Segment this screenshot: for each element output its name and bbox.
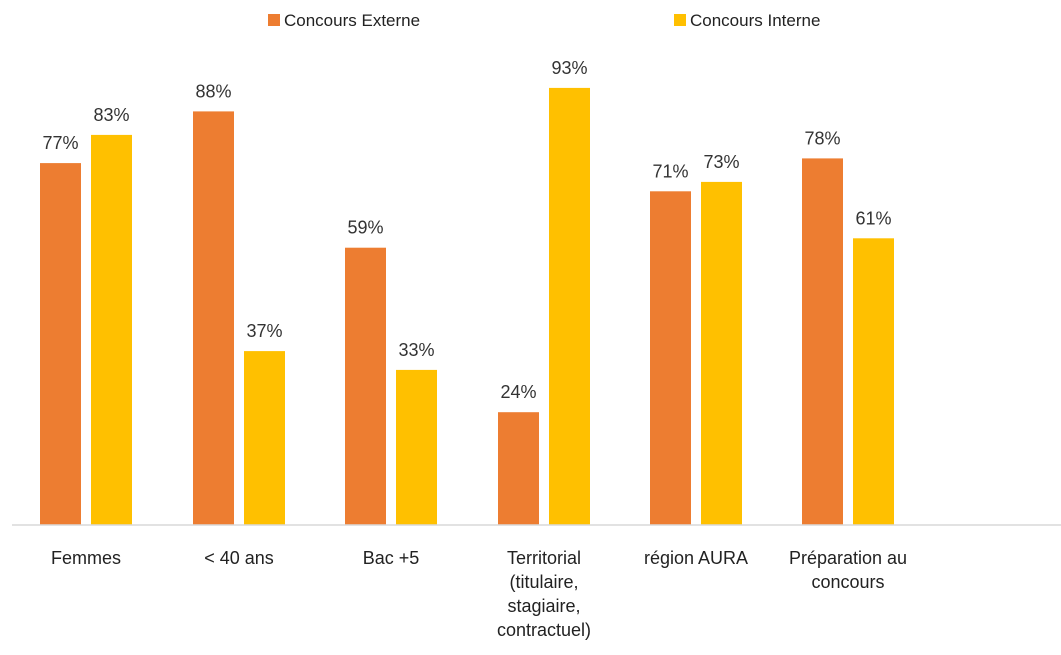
category-label-2-line-1: < 40 ans bbox=[204, 548, 274, 568]
data-label-interne-4: 93% bbox=[551, 58, 587, 78]
data-label-externe-4: 24% bbox=[500, 382, 536, 402]
data-labels-group: 77% 88% 59% 24% 71% 78% 83% 37% 33% 93% 73% 61% bbox=[42, 58, 891, 402]
bar-externe-4 bbox=[498, 412, 539, 525]
data-label-interne-2: 37% bbox=[246, 321, 282, 341]
category-label-5-line-1: région AURA bbox=[644, 548, 748, 568]
category-label-1-line-1: Femmes bbox=[51, 548, 121, 568]
category-label-4-line-2: (titulaire, bbox=[509, 572, 578, 592]
data-label-externe-6: 78% bbox=[804, 128, 840, 148]
bar-interne-4 bbox=[549, 87, 590, 526]
data-label-externe-3: 59% bbox=[347, 218, 383, 238]
data-label-interne-1: 83% bbox=[93, 105, 129, 125]
category-label-3-line-1: Bac +5 bbox=[363, 548, 420, 568]
bar-externe-6 bbox=[802, 158, 843, 525]
legend: Concours Externe Concours Interne bbox=[268, 11, 820, 30]
bar-externe-3 bbox=[345, 247, 386, 525]
bar-interne-2 bbox=[244, 351, 285, 525]
category-label-6-line-2: concours bbox=[811, 572, 884, 592]
data-label-externe-5: 71% bbox=[652, 161, 688, 181]
category-label-4-line-3: stagiaire, bbox=[507, 596, 580, 616]
data-label-interne-3: 33% bbox=[398, 340, 434, 360]
bar-interne-1 bbox=[91, 134, 132, 525]
bar-externe-5 bbox=[650, 191, 691, 526]
legend-swatch-2 bbox=[674, 14, 686, 26]
bar-interne-5 bbox=[701, 181, 742, 525]
legend-swatch-1 bbox=[268, 14, 280, 26]
data-label-externe-1: 77% bbox=[42, 133, 78, 153]
data-label-interne-5: 73% bbox=[703, 152, 739, 172]
bar-externe-1 bbox=[40, 163, 81, 525]
bar-interne-3 bbox=[396, 369, 437, 525]
legend-label-2: Concours Interne bbox=[690, 11, 820, 30]
data-label-externe-2: 88% bbox=[195, 81, 231, 101]
category-label-4-line-4: contractuel) bbox=[497, 620, 591, 640]
category-labels-group: Femmes < 40 ans Bac +5 Territorial (titulair… bbox=[51, 548, 907, 640]
bar-interne-6 bbox=[853, 238, 894, 526]
category-label-6-line-1: Préparation au bbox=[789, 548, 907, 568]
data-label-interne-6: 61% bbox=[855, 208, 891, 228]
bars-group bbox=[40, 87, 894, 526]
category-label-4-line-1: Territorial bbox=[507, 548, 581, 568]
bar-externe-2 bbox=[193, 111, 234, 526]
legend-label-1: Concours Externe bbox=[284, 11, 420, 30]
